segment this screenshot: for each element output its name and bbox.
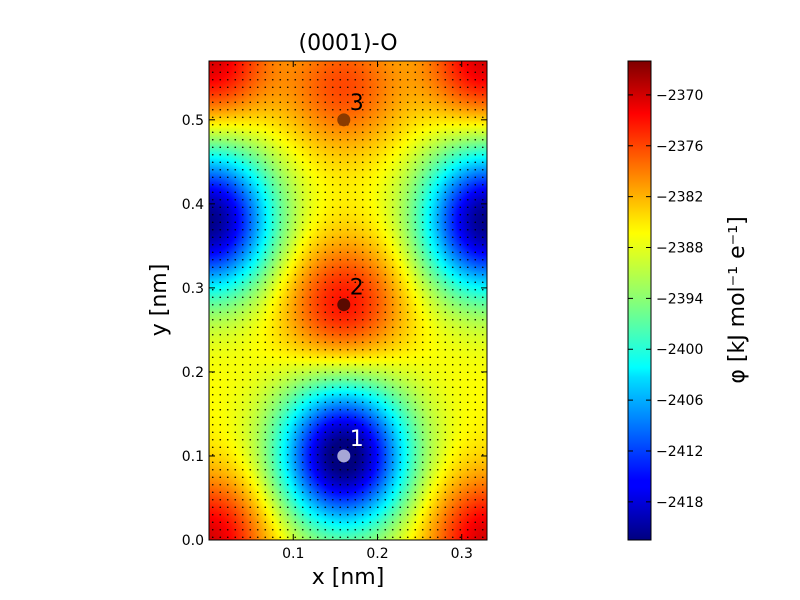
colorbar [627,60,652,541]
y-tick-label: 0.4 [182,197,204,213]
x-axis: 0.1 0.2 0.3 [282,61,473,562]
sites: 1 2 3 [337,91,364,463]
y-tick-label: 0.0 [182,533,204,549]
colorbar-tick-label: −2412 [656,444,703,460]
site-1-marker [337,449,351,463]
colorbar-label: φ [kJ mol⁻¹ e⁻¹] [725,216,750,383]
x-tick-label: 0.3 [451,546,473,562]
colorbar-tick-label: −2370 [656,88,703,104]
site-2-marker [337,298,351,312]
x-tick-label: 0.2 [366,546,388,562]
x-axis-label: x [nm] [312,565,385,590]
y-tick-label: 0.2 [182,365,204,381]
colorbar-tick-label: −2388 [656,241,703,257]
colorbar-tick-label: −2382 [656,190,703,206]
x-tick-label: 0.1 [282,546,304,562]
site-1-label: 1 [350,427,364,452]
colorbar-tick-label: −2400 [656,342,703,358]
site-2-label: 2 [350,276,364,301]
colorbar-tick-label: −2376 [656,139,703,155]
y-tick-label: 0.1 [182,449,204,465]
y-tick-label: 0.5 [182,113,204,129]
y-axis: 0.0 0.1 0.2 0.3 0.4 0.5 [182,113,487,549]
colorbar-axis: −2370 −2376 −2382 −2388 −2394 −2400 −2406 −2412… [628,88,703,511]
colorbar-tick-label: −2418 [656,495,703,511]
colorbar-tick-label: −2406 [656,393,703,409]
plot-frame [208,60,488,541]
chart-title: (0001)-O [298,31,397,56]
y-axis-label: y [nm] [147,264,172,337]
site-3-label: 3 [350,91,364,116]
y-tick-label: 0.3 [182,281,204,297]
colorbar-tick-label: −2394 [656,291,703,307]
site-3-marker [337,113,351,127]
